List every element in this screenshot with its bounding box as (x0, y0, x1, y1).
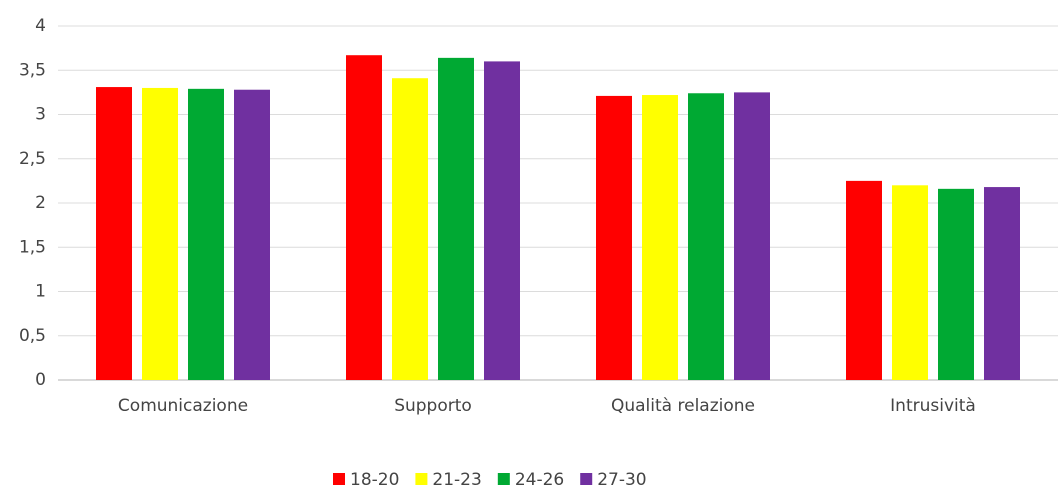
y-tick-label: 0 (35, 370, 46, 390)
y-tick-label: 4 (35, 16, 46, 36)
bar (734, 92, 770, 380)
bar (688, 93, 724, 380)
bar (142, 87, 178, 380)
legend-swatch (415, 473, 428, 485)
x-tick-label: Supporto (394, 396, 472, 416)
bar (846, 180, 882, 380)
y-tick-label: 0,5 (19, 326, 46, 346)
bar (484, 61, 520, 381)
bar (984, 187, 1020, 380)
legend-label: 24-26 (515, 470, 564, 490)
y-tick-label: 1,5 (19, 237, 46, 257)
y-tick-label: 1 (35, 282, 46, 302)
bar (392, 78, 428, 380)
bar (938, 188, 974, 380)
bar (438, 57, 474, 381)
bar (892, 185, 928, 380)
bar (188, 88, 224, 381)
legend-label: 27-30 (597, 470, 646, 490)
legend-label: 18-20 (350, 470, 399, 490)
bar (346, 55, 382, 381)
y-tick-label: 2,5 (19, 149, 46, 169)
legend-label: 21-23 (432, 470, 481, 490)
bar (642, 95, 678, 380)
y-tick-label: 2 (35, 193, 46, 213)
x-tick-label: Intrusività (890, 396, 976, 416)
y-tick-label: 3,5 (19, 60, 46, 80)
x-tick-label: Comunicazione (118, 396, 248, 416)
bar (596, 95, 632, 380)
bar (96, 87, 132, 380)
x-tick-label: Qualità relazione (611, 396, 755, 416)
y-tick-label: 3 (35, 105, 46, 125)
legend-swatch (333, 473, 345, 485)
legend-swatch (497, 473, 510, 485)
bar (234, 89, 270, 380)
legend-swatch (580, 473, 593, 485)
